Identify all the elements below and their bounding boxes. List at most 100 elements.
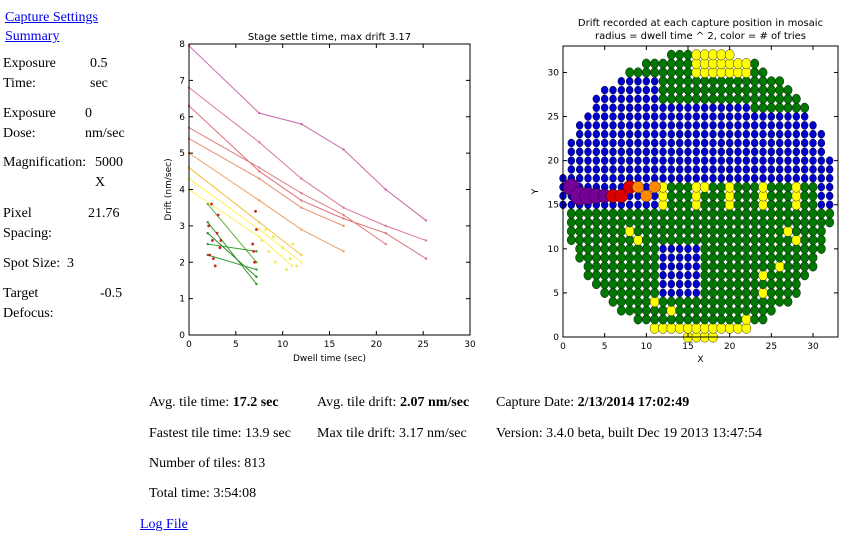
- tile-blue-dot: [617, 165, 626, 174]
- tile-blue-dot: [759, 129, 767, 139]
- tile-green-dot: [725, 305, 735, 316]
- tile-blue-dot: [625, 103, 634, 112]
- tile-blue-dot: [600, 103, 609, 112]
- tile-green-dot: [666, 235, 676, 245]
- tile-blue-dot: [659, 121, 667, 130]
- series-line-1: [188, 87, 427, 241]
- tile-blue-dot: [684, 253, 692, 262]
- chart2-xlabel: X: [697, 355, 703, 365]
- tile-blue-dot: [825, 182, 834, 192]
- tile-blue-dot: [784, 121, 792, 130]
- tile-green-dot: [591, 217, 601, 228]
- tile-blue-dot: [725, 129, 734, 139]
- tile-blue-dot: [600, 138, 609, 148]
- tile-green-dot: [808, 252, 818, 263]
- tile-blue-dot: [742, 121, 751, 130]
- avg-tile-time-value: 17.2 sec: [232, 395, 279, 410]
- tile-yellow-dot: [708, 49, 718, 61]
- tile-green-dot: [775, 93, 785, 104]
- tile-blue-dot: [725, 156, 734, 165]
- tile-blue-dot: [709, 112, 717, 121]
- tile-blue-dot: [667, 147, 676, 157]
- tile-blue-dot: [634, 156, 642, 165]
- tile-blue-dot: [750, 156, 759, 165]
- tile-blue-dot: [675, 129, 684, 139]
- scatter-point-0-3: [215, 231, 219, 235]
- tile-green-dot: [683, 93, 693, 104]
- max-tile-drift: Max tile drift: 3.17 nm/sec: [317, 426, 467, 441]
- tile-blue-dot: [650, 200, 659, 209]
- tile-blue-dot: [692, 112, 701, 121]
- tile-green-dot: [725, 296, 735, 307]
- tile-green-dot: [616, 261, 626, 272]
- tile-yellow-dot: [783, 225, 793, 237]
- series-line-3: [188, 127, 386, 245]
- tile-blue-dot: [825, 174, 834, 183]
- tile-blue-dot: [584, 147, 592, 157]
- tile-green-dot: [750, 252, 760, 263]
- tile-blue-dot: [600, 129, 609, 139]
- capture-settings-link[interactable]: Capture Settings: [5, 10, 98, 25]
- tile-blue-dot: [567, 138, 576, 148]
- tile-green-dot: [641, 279, 651, 290]
- tile-green-dot: [633, 287, 643, 298]
- tile-blue-dot: [825, 200, 834, 209]
- tile-blue-dot: [642, 156, 651, 165]
- tile-green-dot: [783, 217, 793, 228]
- tile-blue-dot: [750, 129, 759, 139]
- log-file-link[interactable]: Log File: [140, 517, 188, 532]
- tile-blue-dot: [767, 147, 776, 157]
- chart2-plot-area: [559, 49, 835, 343]
- exposure-time-unit: sec: [90, 76, 108, 91]
- tile-blue-dot: [825, 156, 834, 165]
- scatter-point-0-6: [211, 257, 215, 261]
- tile-green-dot: [625, 243, 635, 254]
- tile-yellow-dot: [758, 181, 768, 193]
- number-of-tiles: Number of tiles: 813: [149, 456, 266, 471]
- tile-blue-dot: [567, 156, 576, 165]
- y-tick-label: 6: [179, 113, 185, 123]
- scatter-point-0-14: [210, 202, 213, 206]
- y-tick-label: 5: [179, 149, 185, 159]
- tile-blue-dot: [800, 121, 809, 130]
- tile-green-dot: [708, 270, 718, 281]
- series-point-8-2: [290, 264, 294, 268]
- tile-green-dot: [800, 243, 810, 254]
- series-point-3-4: [384, 242, 387, 246]
- series-point-5-2: [300, 228, 303, 231]
- tile-green-dot: [766, 102, 776, 113]
- tile-green-dot: [716, 182, 726, 193]
- tile-blue-dot: [659, 147, 667, 157]
- tile-red-dot-6: [614, 189, 629, 203]
- tile-green-dot: [775, 252, 785, 263]
- tile-green-dot: [591, 235, 601, 245]
- scatter-point-0-4: [218, 246, 222, 250]
- tile-green-dot: [775, 190, 785, 201]
- series-point-2-1: [258, 170, 261, 173]
- tile-blue-dot: [775, 165, 784, 174]
- chart2-subtitle: radius = dwell time ^ 2, color = # of tr…: [595, 31, 806, 42]
- chart1-xlabel: Dwell time (sec): [293, 354, 366, 364]
- summary-link[interactable]: Summary: [5, 29, 60, 44]
- tile-blue-dot: [642, 165, 651, 174]
- tile-blue-dot: [667, 121, 676, 130]
- tile-blue-dot: [617, 129, 626, 139]
- tile-blue-dot: [709, 174, 717, 183]
- tile-blue-dot: [800, 165, 809, 174]
- tile-green-dot: [766, 217, 776, 228]
- tile-green-dot: [766, 226, 776, 237]
- tile-blue-dot: [634, 138, 642, 148]
- tile-blue-dot: [692, 174, 701, 183]
- tile-blue-dot: [692, 262, 701, 271]
- tile-blue-dot: [825, 191, 834, 201]
- tile-blue-dot: [625, 138, 634, 148]
- tile-green-dot: [775, 199, 785, 210]
- tile-green-dot: [725, 287, 735, 298]
- tile-green-dot: [625, 279, 635, 290]
- tile-green-dot: [683, 296, 693, 307]
- tile-blue-dot: [742, 138, 751, 148]
- tile-green-dot: [783, 85, 793, 96]
- tile-green-dot: [708, 235, 718, 245]
- tile-orange-dot-9: [640, 189, 653, 202]
- tile-green-dot: [666, 208, 676, 219]
